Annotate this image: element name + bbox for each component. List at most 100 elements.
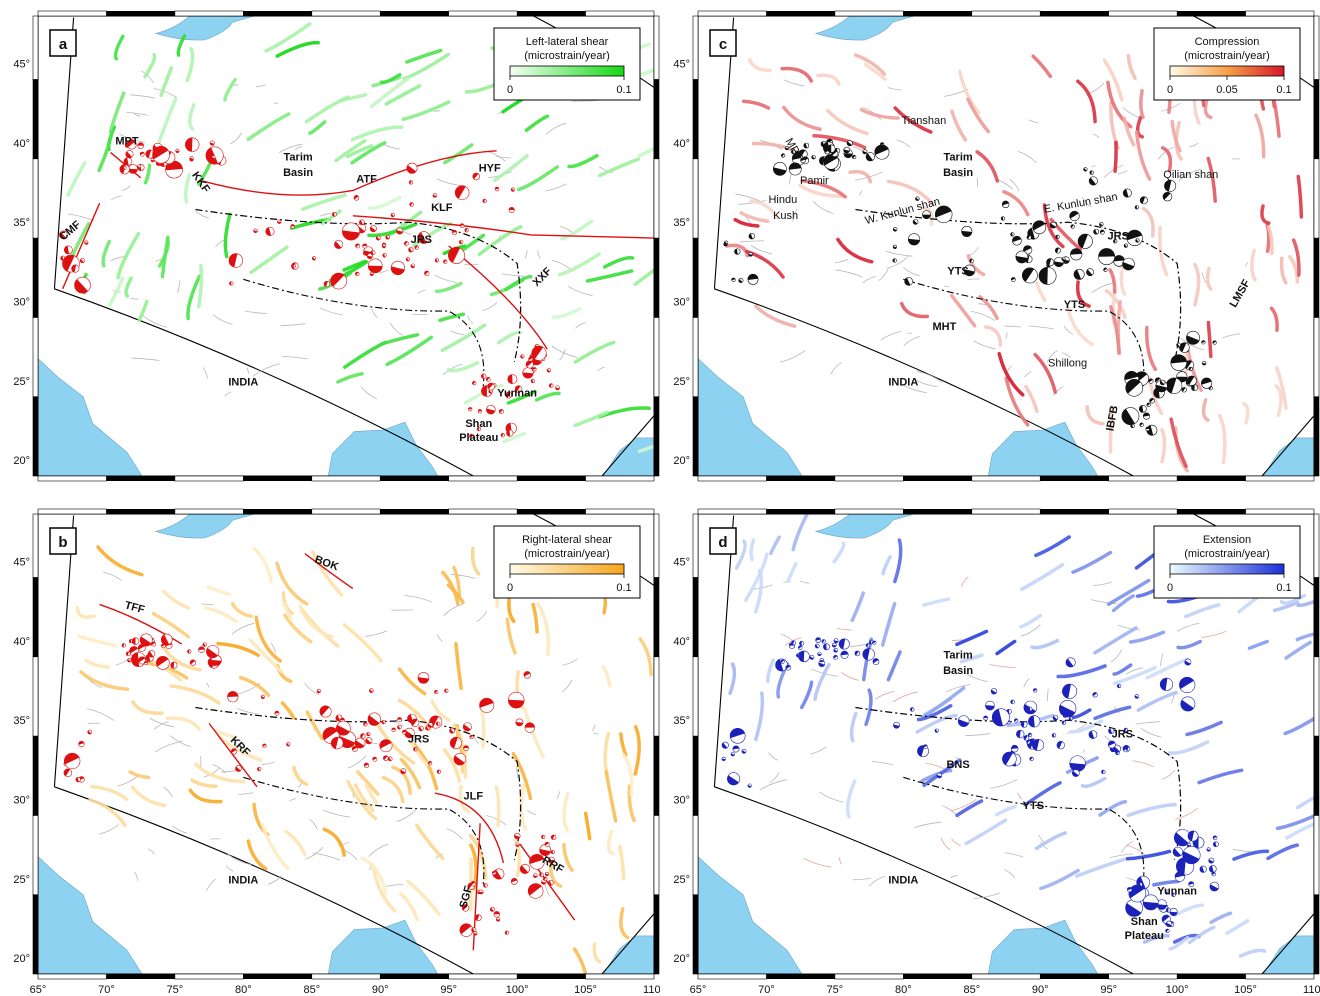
focal-mechanism: [369, 271, 374, 277]
map-label: HYF: [479, 162, 501, 174]
focal-mechanism: [862, 648, 875, 661]
focal-mechanism: [1169, 907, 1178, 917]
focal-mechanism: [336, 720, 351, 736]
focal-mechanism: [1145, 426, 1150, 432]
focal-mechanism: [727, 772, 741, 786]
bay-of-bengal: [987, 919, 1099, 974]
focal-mechanism: [424, 270, 430, 276]
legend-tick-label: 0: [1167, 84, 1173, 96]
domain-east-edge: [601, 415, 654, 476]
focal-mechanism: [514, 385, 523, 393]
focal-mechanism: [78, 740, 85, 748]
focal-mechanism: [1142, 412, 1151, 420]
focal-mechanism: [1201, 340, 1206, 345]
map-label: Kush: [773, 210, 798, 222]
focal-mechanism: [1138, 882, 1143, 887]
focal-mechanism: [1126, 229, 1143, 246]
focal-mechanism: [1002, 751, 1017, 767]
focal-mechanism: [892, 227, 898, 232]
focal-mechanism: [262, 743, 267, 748]
map-label: Qilian shan: [1163, 169, 1218, 181]
focal-mechanism: [1135, 238, 1140, 243]
legend-tick-label: 0.1: [1276, 84, 1291, 96]
focal-mechanism: [1122, 257, 1135, 271]
focal-mechanism: [814, 643, 820, 649]
focal-mechanism: [1164, 179, 1177, 192]
focal-mechanism: [780, 659, 785, 664]
lon-tick-label: 75°: [167, 984, 184, 996]
focal-mechanisms: [59, 137, 560, 439]
lat-tick-label: 30°: [673, 795, 690, 807]
focal-mechanism: [143, 660, 149, 666]
map-label: YTS: [947, 266, 968, 278]
lon-tick-label: 90°: [1032, 984, 1049, 996]
focal-mechanism: [1021, 267, 1038, 284]
focal-mechanism: [1139, 196, 1148, 205]
focal-mechanism: [472, 381, 477, 386]
focal-mechanism: [396, 227, 404, 235]
focal-mechanism: [427, 761, 433, 766]
focal-mechanism: [449, 736, 462, 749]
focal-mechanism: [1010, 277, 1016, 282]
focal-mechanism: [1099, 229, 1105, 235]
lon-tick-label: 100°: [1166, 984, 1189, 996]
lon-tick-label: 70°: [758, 984, 775, 996]
focal-mechanism: [277, 219, 282, 224]
strain-field: [75, 545, 653, 974]
focal-mechanism: [1023, 735, 1030, 741]
focal-mechanism: [1029, 756, 1034, 761]
checkered-border: [692, 508, 1320, 980]
focal-mechanism: [548, 856, 555, 864]
map-label: Shillong: [1048, 358, 1087, 370]
focal-mechanism: [334, 239, 344, 249]
map-label: YTS: [1064, 299, 1085, 311]
focal-mechanism: [485, 376, 491, 382]
focal-mechanism: [1180, 696, 1196, 712]
focal-mechanism: [434, 258, 440, 263]
focal-mechanism: [934, 728, 939, 733]
focal-mechanism: [721, 756, 726, 762]
focal-mechanism: [286, 742, 291, 747]
focal-mechanism: [469, 734, 474, 740]
focal-mechanism: [865, 152, 875, 162]
lon-tick-label: 105°: [1234, 984, 1257, 996]
strain-field: [725, 53, 1304, 473]
focal-mechanism: [734, 248, 741, 255]
focal-mechanism: [397, 724, 402, 730]
focal-mechanism: [505, 391, 513, 399]
focal-mechanism: [1162, 191, 1173, 202]
focal-mechanism: [138, 656, 146, 665]
focal-mechanism: [798, 149, 808, 159]
legend-tick-label: 0: [507, 84, 513, 96]
focal-mechanism: [747, 783, 752, 788]
lat-tick-label: 25°: [673, 874, 690, 886]
focal-mechanism: [819, 658, 824, 663]
focal-mechanism: [189, 659, 197, 666]
lat-tick-label: 25°: [13, 874, 30, 886]
focal-mechanism: [1212, 340, 1217, 345]
focal-mechanism: [136, 164, 142, 170]
focal-mechanism: [1065, 657, 1076, 668]
focal-mechanism: [494, 186, 500, 192]
domain-west-edge: [713, 17, 735, 289]
focal-mechanism: [493, 911, 500, 918]
legend-tick-label: 0.1: [1276, 582, 1291, 594]
map-label: Tarim: [284, 151, 313, 163]
focal-mechanism: [210, 654, 222, 666]
domain-east-edge: [601, 913, 654, 974]
focal-mechanism: [990, 688, 998, 695]
focal-mechanism: [235, 765, 242, 772]
checkered-border: [32, 10, 660, 482]
focal-mechanism: [874, 144, 890, 160]
focal-mechanism: [260, 694, 266, 700]
focal-mechanism: [59, 230, 68, 239]
focal-mechanism: [84, 240, 89, 245]
lat-tick-label: 35°: [13, 217, 30, 229]
focal-mechanism: [1015, 250, 1029, 264]
focal-mechanism: [833, 638, 839, 644]
domain-south-edge: [714, 288, 1134, 476]
focal-mechanism: [531, 345, 547, 361]
focal-mechanism: [342, 222, 360, 241]
